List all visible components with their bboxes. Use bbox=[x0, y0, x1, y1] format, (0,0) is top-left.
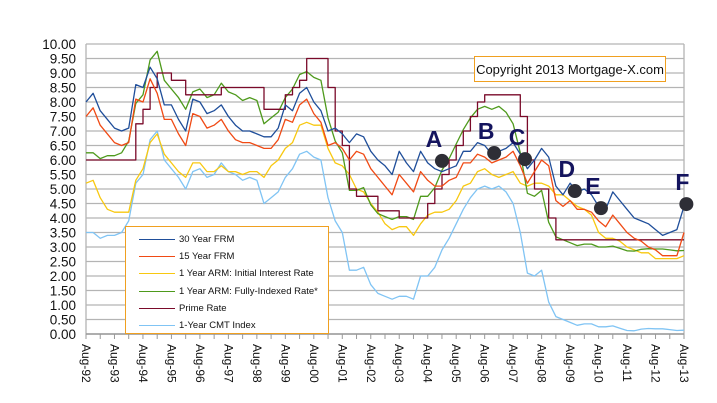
annotation-label: C bbox=[509, 124, 526, 150]
y-tick-label: 9.00 bbox=[50, 66, 76, 81]
x-tick-label: Aug-01 bbox=[335, 344, 349, 383]
legend-swatch bbox=[139, 290, 175, 292]
legend-swatch bbox=[139, 325, 175, 327]
legend-label: Prime Rate bbox=[179, 302, 227, 314]
y-tick-label: 8.50 bbox=[50, 81, 76, 96]
y-tick-label: 3.00 bbox=[50, 240, 76, 255]
x-tick-label: Aug-00 bbox=[307, 344, 321, 383]
x-tick-label: Aug-09 bbox=[563, 344, 577, 383]
x-tick-label: Aug-12 bbox=[649, 344, 663, 383]
legend-swatch bbox=[139, 307, 175, 309]
x-tick-label: Aug-92 bbox=[79, 344, 93, 383]
annotation-marker bbox=[679, 197, 694, 212]
y-tick-label: 2.50 bbox=[50, 255, 76, 270]
x-tick-label: Aug-98 bbox=[250, 344, 264, 383]
annotation-marker bbox=[593, 201, 608, 216]
annotation-label: A bbox=[426, 126, 443, 152]
y-tick-label: 5.50 bbox=[50, 168, 76, 183]
legend-label: 15 Year FRM bbox=[179, 251, 235, 263]
y-tick-label: 6.50 bbox=[50, 139, 76, 154]
x-tick-label: Aug-11 bbox=[620, 344, 634, 382]
y-tick-label: 4.00 bbox=[50, 211, 76, 226]
legend-swatch bbox=[139, 273, 175, 275]
x-tick-label: Aug-07 bbox=[506, 344, 520, 383]
y-tick-label: 2.00 bbox=[50, 269, 76, 284]
y-tick-label: 5.00 bbox=[50, 182, 76, 197]
y-tick-label: 9.50 bbox=[50, 52, 76, 67]
legend-swatch bbox=[139, 239, 175, 241]
y-tick-label: 4.50 bbox=[50, 197, 76, 212]
legend-label: 1 Year ARM: Initial Interest Rate bbox=[179, 268, 314, 280]
y-tick-label: 1.00 bbox=[50, 298, 76, 313]
y-tick-label: 6.00 bbox=[50, 153, 76, 168]
y-tick-label: 0.50 bbox=[50, 313, 76, 328]
x-tick-label: Aug-96 bbox=[193, 344, 207, 383]
legend-label: 1 Year ARM: Fully-Indexed Rate* bbox=[179, 285, 318, 297]
x-tick-label: Aug-97 bbox=[221, 344, 235, 383]
annotation-marker bbox=[434, 153, 449, 168]
legend-item-arm-initial: 1 Year ARM: Initial Interest Rate bbox=[126, 265, 328, 282]
x-tick-label: Aug-93 bbox=[107, 344, 121, 383]
series-line-30-year-frm bbox=[85, 66, 685, 237]
x-tick-label: Aug-10 bbox=[592, 344, 606, 383]
y-tick-label: 3.50 bbox=[50, 226, 76, 241]
legend-item-arm-fully-indexed: 1 Year ARM: Fully-Indexed Rate* bbox=[126, 283, 328, 300]
y-tick-label: 0.00 bbox=[50, 327, 76, 342]
legend: 30 Year FRM 15 Year FRM 1 Year ARM: Init… bbox=[125, 226, 329, 334]
x-tick-label: Aug-95 bbox=[164, 344, 178, 383]
annotation-label: B bbox=[478, 118, 495, 144]
series-line-1-year-cmt-index bbox=[86, 130, 685, 332]
x-tick-label: Aug-08 bbox=[535, 344, 549, 383]
copyright-box: Copyright 2013 Mortgage-X.com bbox=[474, 56, 666, 82]
series-line-15-year-frm bbox=[85, 78, 685, 257]
legend-item-prime-rate: Prime Rate bbox=[126, 300, 328, 317]
series-line-1-year-arm-fully-indexed-rate bbox=[86, 50, 685, 252]
annotation-marker bbox=[567, 184, 582, 199]
y-tick-label: 10.00 bbox=[42, 37, 76, 52]
series-line-prime-rate bbox=[86, 57, 684, 241]
legend-label: 1-Year CMT Index bbox=[179, 320, 256, 332]
annotation-label: E bbox=[585, 173, 600, 199]
x-tick-label: Aug-06 bbox=[478, 344, 492, 383]
y-tick-label: 7.50 bbox=[50, 110, 76, 125]
legend-item-cmt-index: 1-Year CMT Index bbox=[126, 317, 328, 334]
x-tick-label: Aug-05 bbox=[449, 344, 463, 383]
legend-item-30yr-frm: 30 Year FRM bbox=[126, 231, 328, 248]
annotation-label: F bbox=[675, 169, 689, 195]
copyright-text: Copyright 2013 Mortgage-X.com bbox=[476, 61, 664, 77]
y-tick-label: 1.50 bbox=[50, 284, 76, 299]
y-tick-label: 7.00 bbox=[50, 124, 76, 139]
x-tick-label: Aug-13 bbox=[677, 344, 691, 383]
x-tick-label: Aug-94 bbox=[136, 344, 150, 383]
legend-label: 30 Year FRM bbox=[179, 234, 235, 246]
annotation-label: D bbox=[559, 156, 576, 182]
x-tick-label: Aug-04 bbox=[421, 344, 435, 383]
x-tick-label: Aug-02 bbox=[364, 344, 378, 383]
y-tick-label: 8.00 bbox=[50, 95, 76, 110]
legend-item-15yr-frm: 15 Year FRM bbox=[126, 248, 328, 265]
annotation-marker bbox=[487, 146, 502, 161]
x-tick-label: Aug-99 bbox=[278, 344, 292, 383]
annotation-marker bbox=[518, 152, 533, 167]
legend-swatch bbox=[139, 256, 175, 258]
x-tick-label: Aug-03 bbox=[392, 344, 406, 383]
